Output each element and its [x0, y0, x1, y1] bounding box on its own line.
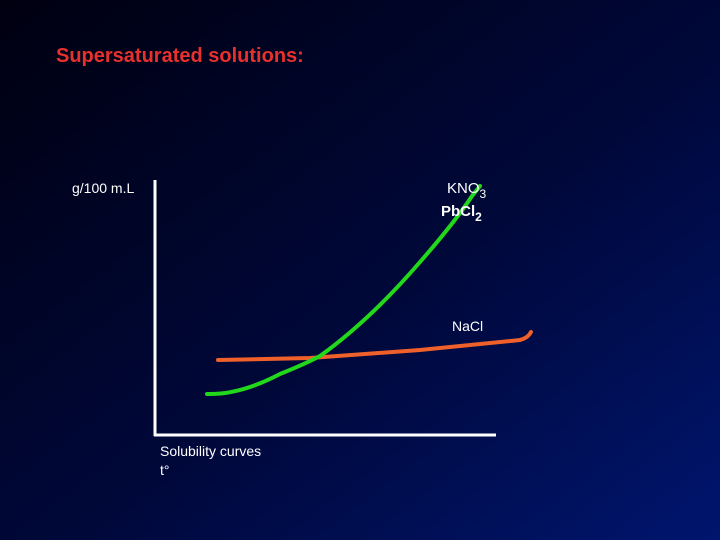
kno3-label: KNO3 — [447, 180, 487, 201]
slide-title: Supersaturated solutions: — [56, 45, 304, 67]
pbcl2-label: PbCl2 — [441, 203, 482, 224]
label-subscript: 3 — [480, 187, 487, 201]
label-text: PbCl — [441, 203, 475, 220]
nacl-label: NaCl — [452, 318, 483, 334]
y-axis-label: g/100 m.L — [72, 180, 134, 196]
nacl-curve — [216, 330, 533, 362]
label-text: KNO — [447, 180, 480, 197]
label-subscript: 2 — [475, 210, 482, 224]
x-axis-label: t° — [160, 462, 170, 478]
kno3-curve — [205, 184, 482, 397]
x-caption: Solubility curves — [160, 443, 261, 459]
